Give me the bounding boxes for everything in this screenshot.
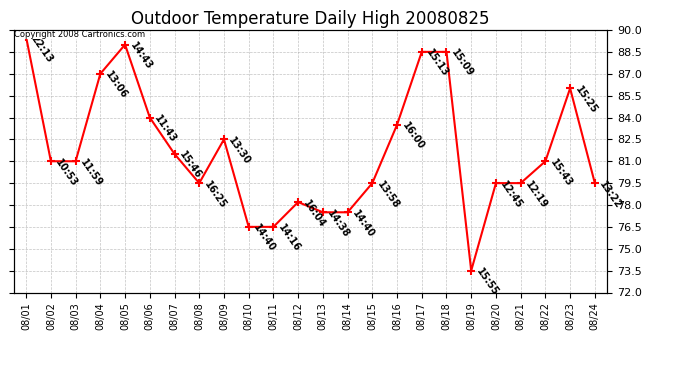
Text: 15:46: 15:46 [177, 150, 204, 181]
Text: 15:43: 15:43 [548, 157, 574, 188]
Text: 13:58: 13:58 [375, 179, 401, 210]
Text: 10:53: 10:53 [54, 157, 79, 188]
Text: 14:38: 14:38 [326, 208, 352, 239]
Text: 16:00: 16:00 [400, 121, 426, 152]
Text: 11:59: 11:59 [79, 157, 104, 188]
Text: 11:43: 11:43 [152, 113, 179, 144]
Text: 14:16: 14:16 [276, 223, 302, 254]
Text: 16:04: 16:04 [301, 198, 327, 229]
Text: 14:43: 14:43 [128, 40, 154, 72]
Text: 13:30: 13:30 [227, 135, 253, 166]
Text: 12:19: 12:19 [524, 179, 549, 210]
Text: 15:25: 15:25 [573, 84, 599, 115]
Text: 14:40: 14:40 [251, 223, 277, 254]
Title: Outdoor Temperature Daily High 20080825: Outdoor Temperature Daily High 20080825 [131, 10, 490, 28]
Text: 15:13: 15:13 [424, 48, 451, 79]
Text: 22:13: 22:13 [29, 33, 55, 64]
Text: 13:22: 13:22 [598, 179, 624, 210]
Text: 12:45: 12:45 [499, 179, 524, 210]
Text: 15:55: 15:55 [474, 267, 500, 298]
Text: 15:09: 15:09 [449, 48, 475, 79]
Text: 14:40: 14:40 [351, 208, 376, 239]
Text: 16:25: 16:25 [202, 179, 228, 210]
Text: Copyright 2008 Cartronics.com: Copyright 2008 Cartronics.com [14, 30, 145, 39]
Text: 13:06: 13:06 [103, 70, 129, 101]
